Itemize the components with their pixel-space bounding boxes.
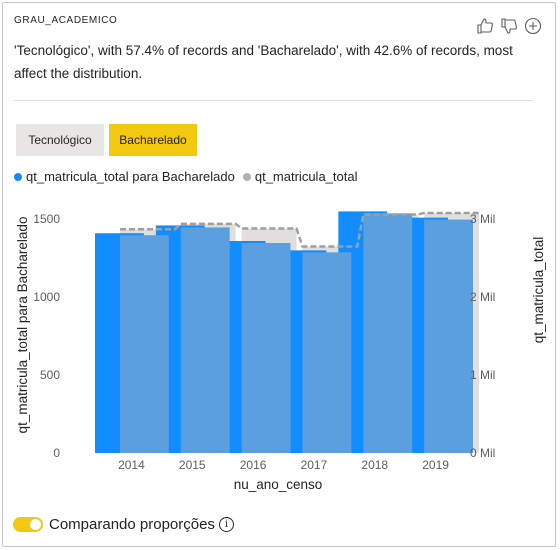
x-tick-label: 2019 [422,458,449,472]
divider [14,100,533,101]
thumbs-up-icon[interactable] [476,17,494,35]
compare-toggle-row: Comparando proporções i [13,516,234,533]
legend-item-bacharelado: qt_matricula_total para Bacharelado [14,169,235,184]
y-right-tick-label: 3 Mil [470,212,495,226]
x-tick-label: 2016 [240,458,267,472]
legend-label-total: qt_matricula_total [254,169,358,184]
bacharelado-overlay-bar [241,243,291,453]
insight-description: 'Tecnológico', with 57.4% of records and… [14,43,513,81]
x-tick-label: 2014 [118,458,145,472]
y-right-tick-label: 1 Mil [470,368,495,382]
segment-bacharelado[interactable]: Bacharelado [109,124,197,156]
segment-tecnologico[interactable]: Tecnológico [16,124,104,156]
bacharelado-overlay-bar [302,252,352,453]
y-left-tick-label: 500 [40,368,60,382]
compare-toggle-label: Comparando proporções [49,516,215,533]
bacharelado-overlay-bar [180,227,230,453]
bacharelado-overlay-bar [424,219,473,453]
y-right-axis-title: qt_matricula_total [531,237,546,344]
bacharelado-overlay-bar [363,213,413,453]
chart-legend: qt_matricula_total para Bacharelado qt_m… [14,169,365,184]
visual-title: GRAU_ACADEMICO [14,15,118,26]
thumbs-down-icon[interactable] [500,17,518,35]
y-left-tick-label: 1000 [33,290,60,304]
total-step-line [120,211,479,248]
y-left-axis-title: qt_matricula_total para Bacharelado [15,217,30,434]
info-icon[interactable]: i [218,517,234,532]
bacharelado-overlay-bar [120,235,169,453]
x-tick-label: 2018 [361,458,388,472]
toggle-knob [30,519,41,530]
y-left-tick-label: 0 [53,446,60,460]
compare-toggle-switch[interactable] [13,517,43,532]
visual-actions [476,17,542,35]
legend-dot-bacharelado [14,172,22,181]
bar-chart: 0 500 1000 1500 0 Mil 1 Mil 2 Mil 3 Mil 2014 2015… [15,211,546,492]
legend-dot-total [242,172,251,181]
add-icon[interactable] [524,17,542,35]
x-tick-label: 2015 [179,458,206,472]
x-axis-title: nu_ano_censo [234,477,323,492]
legend-label-bacharelado: qt_matricula_total para Bacharelado [26,169,235,184]
y-right-tick-label: 2 Mil [470,290,495,304]
legend-item-total: qt_matricula_total [242,169,358,184]
y-right-tick-label: 0 Mil [470,446,495,460]
y-left-tick-label: 1500 [33,212,60,226]
x-tick-label: 2017 [301,458,328,472]
